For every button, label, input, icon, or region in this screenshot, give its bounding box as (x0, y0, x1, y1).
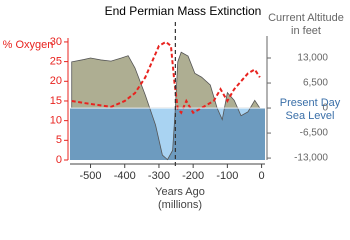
y-tick-label: 10 (50, 115, 62, 127)
y2-tick-label: 13,000 (297, 53, 328, 64)
y-tick-label: 30 (50, 36, 62, 48)
x-tick-label: 0 (259, 170, 265, 182)
oxygen-line (71, 40, 261, 115)
y2-axis-label: Current Altitude (268, 12, 344, 24)
x-tick-label: -300 (148, 170, 170, 182)
y2-tick-label: -13,000 (294, 153, 328, 164)
x-axis-label: Years Ago (155, 186, 205, 198)
y-axis-label: % Oxygen (3, 39, 54, 51)
y2-tick-label: 6,500 (303, 78, 328, 89)
chart: End Permian Mass Extinction % Oxygen Cur… (3, 4, 344, 211)
y-tick-label: 20 (50, 75, 62, 87)
y-tick-label: 15 (50, 95, 62, 107)
y-tick-label: 0 (56, 154, 62, 166)
x-axis-label: (millions) (158, 199, 202, 211)
altitude-area (71, 51, 261, 161)
sea-level-label: Present Day (280, 97, 341, 109)
x-tick-label: -500 (80, 170, 102, 182)
x-tick-label: -100 (216, 170, 238, 182)
y-tick-label: 25 (50, 56, 62, 68)
x-tick-label: -400 (114, 170, 136, 182)
y2-tick-label: 0 (322, 103, 328, 114)
y-tick-label: 5 (56, 134, 62, 146)
y2-axis-label: in feet (291, 25, 321, 37)
chart-title: End Permian Mass Extinction (105, 4, 262, 18)
x-tick-label: -200 (182, 170, 204, 182)
y2-tick-label: -6,500 (300, 128, 329, 139)
sea-level-label: Sea Level (286, 110, 335, 122)
